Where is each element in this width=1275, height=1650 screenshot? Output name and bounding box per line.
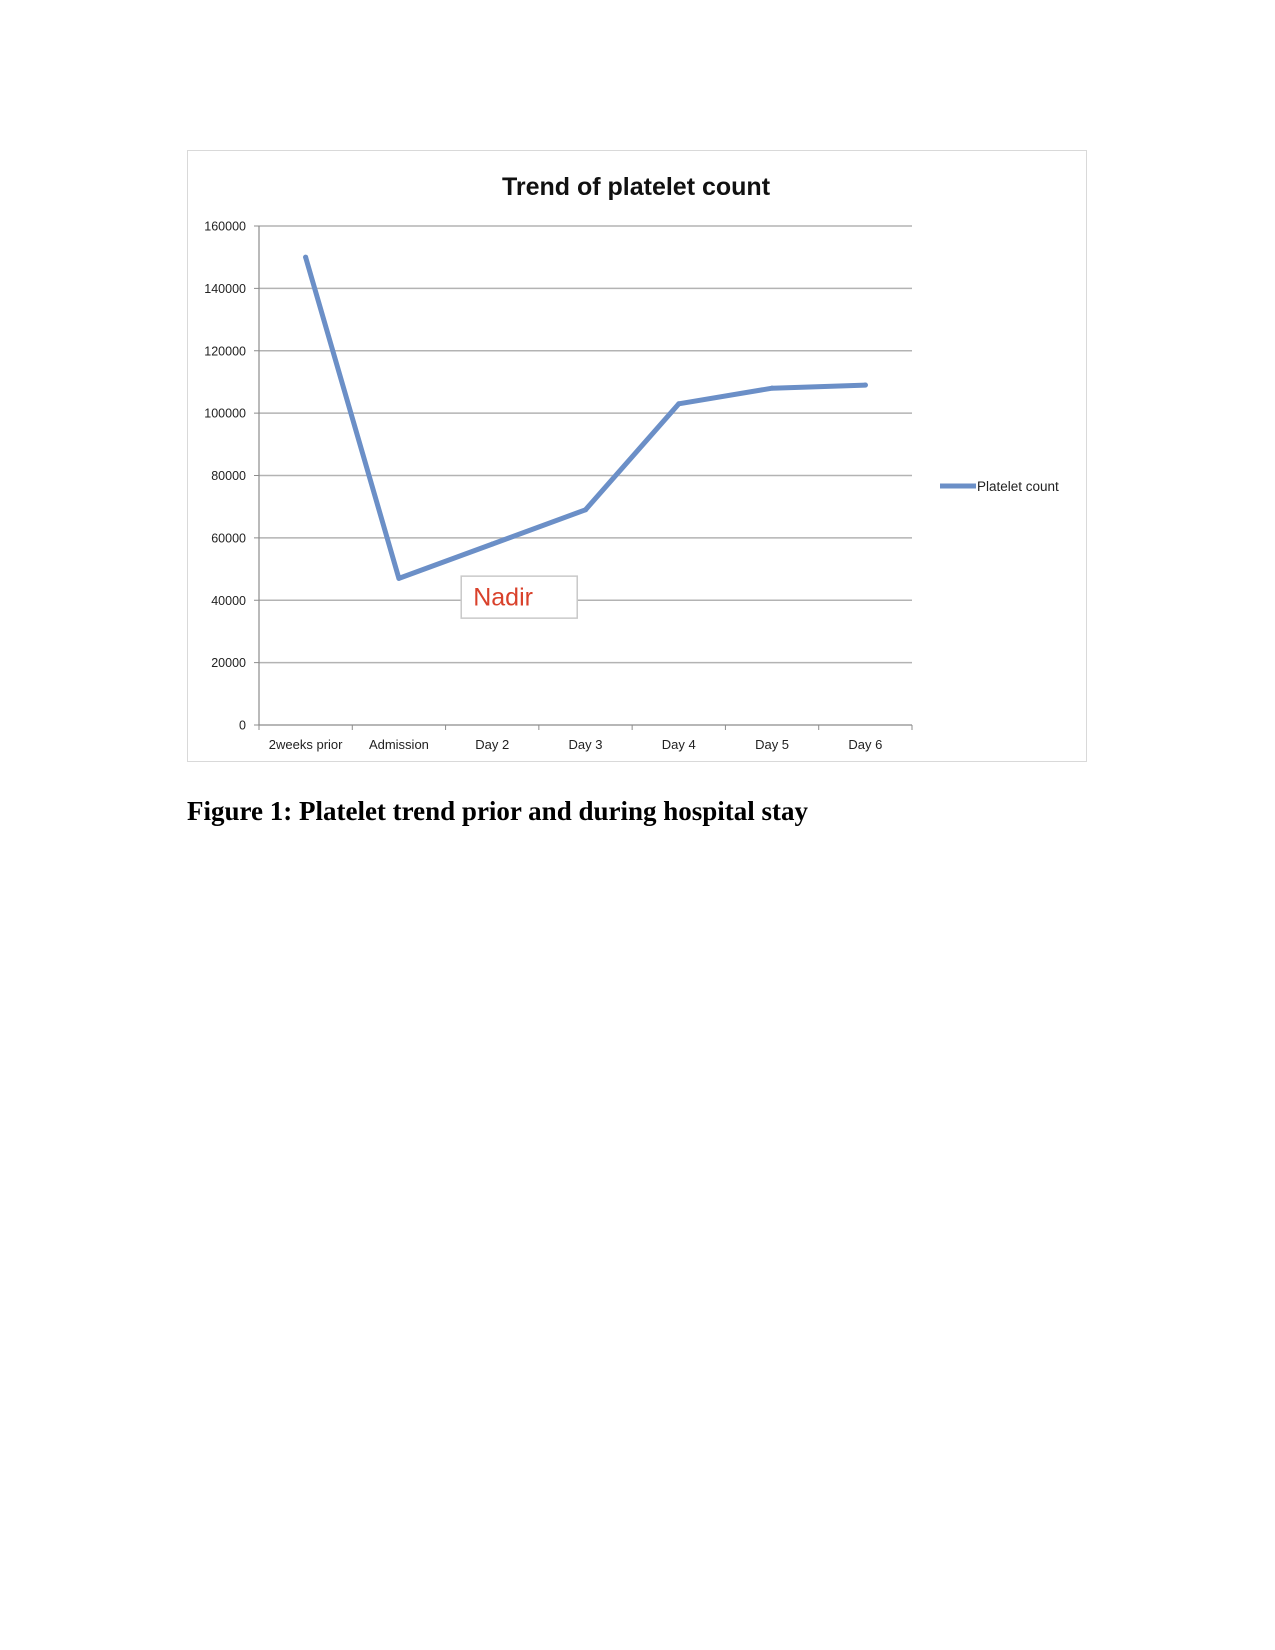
y-tick-label: 0	[239, 719, 246, 733]
x-tick-label: Day 2	[475, 737, 509, 752]
x-tick-label: Day 5	[755, 737, 789, 752]
annotation-box	[460, 575, 578, 619]
axes	[254, 225, 913, 730]
legend-label: Platelet count	[977, 479, 1059, 494]
y-tick-label: 80000	[211, 469, 246, 483]
data-point	[303, 254, 309, 260]
x-tick-labels: 2weeks prior Admission Day 2 Day 3 Day 4 Day …	[269, 737, 883, 752]
legend: Platelet count	[940, 479, 1059, 494]
x-tick-label: Day 3	[569, 737, 603, 752]
figure-caption: Figure 1: Platelet trend prior and durin…	[187, 796, 809, 826]
series-lines	[303, 254, 868, 581]
data-point	[396, 575, 402, 581]
y-tick-label: 100000	[204, 407, 246, 421]
annotation-text: Nadir	[473, 584, 533, 612]
series-line	[303, 254, 868, 581]
data-point	[583, 507, 588, 513]
y-tick-label: 140000	[204, 282, 246, 296]
x-tick-label: Admission	[369, 737, 429, 752]
gridlines	[259, 225, 912, 664]
chart-frame: Trend of platelet count 0 20000 40000 60000…	[187, 150, 1087, 762]
data-point	[676, 401, 682, 407]
y-tick-label: 120000	[204, 344, 246, 358]
y-tick-label: 60000	[211, 531, 246, 545]
platelet-trend-chart: Trend of platelet count 0 20000 40000 60000…	[204, 173, 1059, 752]
data-point	[769, 385, 775, 391]
y-tick-labels: 0 20000 40000 60000 80000 100000 120000 140000 1…	[204, 220, 246, 733]
y-tick-label: 160000	[204, 220, 246, 234]
chart-title: Trend of platelet count	[502, 173, 771, 201]
y-tick-label: 40000	[211, 594, 246, 608]
x-tick-label: 2weeks prior	[269, 737, 343, 752]
y-tick-label: 20000	[211, 656, 246, 670]
x-tick-label: Day 4	[662, 737, 696, 752]
annotations: Nadir	[460, 575, 578, 619]
x-tick-label: Day 6	[848, 737, 882, 752]
data-point	[489, 541, 495, 547]
data-point	[862, 382, 868, 388]
